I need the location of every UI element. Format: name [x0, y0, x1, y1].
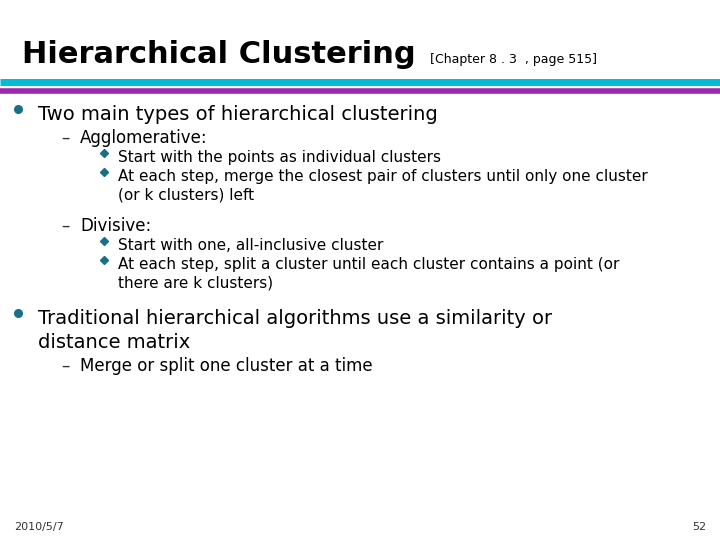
Text: 2010/5/7: 2010/5/7: [14, 522, 64, 532]
Text: Two main types of hierarchical clustering: Two main types of hierarchical clusterin…: [38, 105, 438, 124]
Text: Start with the points as individual clusters: Start with the points as individual clus…: [118, 150, 441, 165]
Text: –: –: [62, 129, 76, 147]
Text: Traditional hierarchical algorithms use a similarity or
distance matrix: Traditional hierarchical algorithms use …: [38, 309, 552, 352]
Text: –: –: [62, 217, 76, 235]
Text: At each step, split a cluster until each cluster contains a point (or
there are : At each step, split a cluster until each…: [118, 257, 619, 291]
Text: Hierarchical Clustering: Hierarchical Clustering: [22, 40, 415, 69]
Text: Agglomerative:: Agglomerative:: [80, 129, 207, 147]
Text: At each step, merge the closest pair of clusters until only one cluster
(or k cl: At each step, merge the closest pair of …: [118, 169, 648, 202]
Text: –: –: [62, 357, 76, 375]
Text: Divisive:: Divisive:: [80, 217, 151, 235]
Text: 52: 52: [692, 522, 706, 532]
Text: [Chapter 8 . 3  , page 515]: [Chapter 8 . 3 , page 515]: [430, 53, 597, 66]
Text: Start with one, all-inclusive cluster: Start with one, all-inclusive cluster: [118, 238, 383, 253]
Text: Merge or split one cluster at a time: Merge or split one cluster at a time: [80, 357, 373, 375]
